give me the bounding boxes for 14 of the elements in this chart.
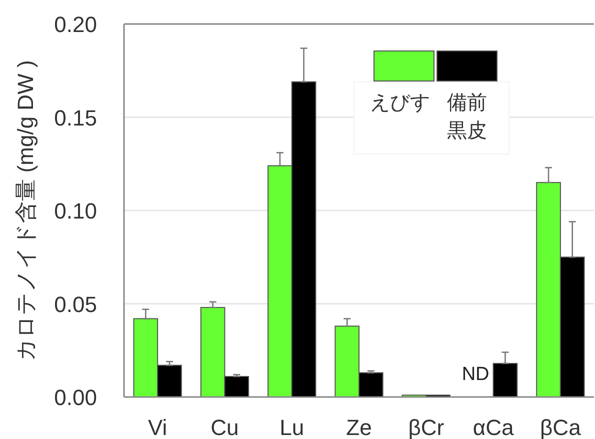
xtick: Ze (346, 415, 372, 439)
legend-label: 備前黒皮 (447, 92, 487, 142)
ytick: 0.10 (54, 198, 97, 224)
ytick: 0.05 (54, 292, 97, 317)
xtick: Lu (280, 415, 304, 439)
ylabel: カロテノイド含量 (mg/g DW ) (13, 60, 38, 361)
annotation: ND (462, 364, 490, 385)
ytick: 0.15 (54, 105, 97, 130)
xtick: Cu (210, 415, 239, 439)
xtick: Vi (148, 415, 168, 439)
legend-label: えびす (370, 92, 430, 114)
ytick: 0.00 (54, 385, 97, 410)
ytick: 0.20 (54, 12, 97, 37)
xtick: αCa (472, 415, 514, 439)
